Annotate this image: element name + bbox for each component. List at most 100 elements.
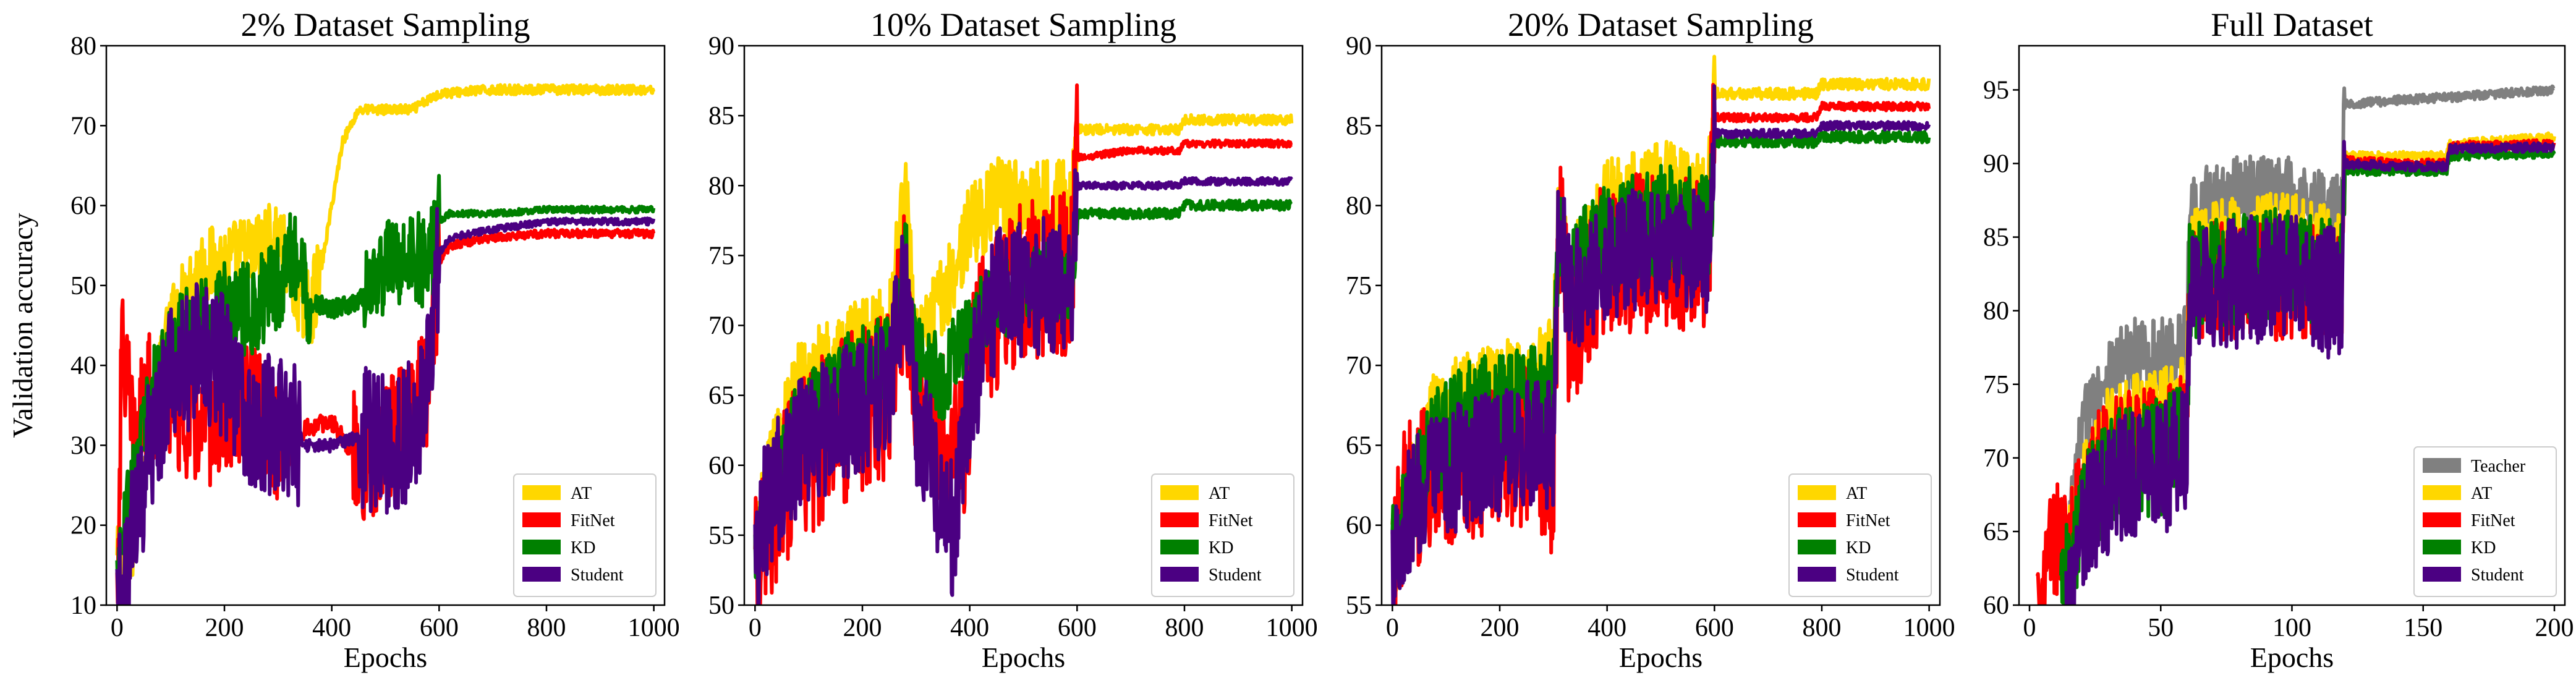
y-tick-label: 65 bbox=[708, 382, 734, 410]
y-tick-label: 50 bbox=[708, 592, 734, 620]
y-tick-label: 85 bbox=[1346, 112, 1372, 140]
legend-swatch-teacher bbox=[2423, 458, 2461, 473]
y-tick-label: 80 bbox=[708, 172, 734, 200]
x-tick-label: 200 bbox=[1481, 614, 1520, 642]
x-tick-label: 200 bbox=[843, 614, 882, 642]
y-tick-label: 55 bbox=[1346, 592, 1372, 620]
chart-title: Full Dataset bbox=[2211, 6, 2373, 43]
y-tick-label: 40 bbox=[70, 352, 96, 380]
legend: AT FitNet KD Student bbox=[1788, 473, 1932, 597]
x-tick-label: 600 bbox=[1695, 614, 1734, 642]
legend-label-at: AT bbox=[1846, 484, 1867, 503]
x-tick-label: 800 bbox=[1802, 614, 1841, 642]
legend-swatch-student bbox=[522, 567, 561, 582]
legend-swatch-at bbox=[1160, 485, 1199, 500]
y-tick-label: 70 bbox=[1346, 352, 1372, 380]
x-tick-label: 1000 bbox=[1903, 614, 1955, 642]
series-line-student bbox=[2064, 140, 2556, 605]
legend: AT FitNet KD Student bbox=[513, 473, 657, 597]
x-tick-label: 200 bbox=[205, 614, 244, 642]
y-tick-label: 30 bbox=[70, 431, 96, 460]
x-tick-label: 600 bbox=[420, 614, 459, 642]
legend-label-student: Student bbox=[1846, 566, 1899, 585]
x-tick-label: 200 bbox=[2535, 614, 2574, 642]
legend-label-fitnet: FitNet bbox=[1209, 511, 1253, 530]
legend-swatch-kd bbox=[522, 540, 561, 554]
legend-label-at: AT bbox=[1209, 484, 1230, 503]
legend: Teacher AT FitNet KD Student bbox=[2413, 446, 2557, 597]
chart-title: 10% Dataset Sampling bbox=[870, 6, 1176, 43]
x-tick-label: 0 bbox=[2023, 614, 2036, 642]
y-tick-label: 80 bbox=[1346, 192, 1372, 221]
y-tick-label: 75 bbox=[708, 242, 734, 270]
y-tick-label: 20 bbox=[70, 512, 96, 540]
chart-panel-2: 0 200 400 600 800 1000 50 55 60 65 70 75 80 85 90 10% D… bbox=[708, 6, 1318, 673]
x-tick-label: 0 bbox=[111, 614, 124, 642]
y-tick-label: 60 bbox=[708, 452, 734, 480]
x-axis-label: Epochs bbox=[344, 642, 427, 673]
x-tick-label: 800 bbox=[1165, 614, 1204, 642]
legend-label-fitnet: FitNet bbox=[1846, 511, 1890, 530]
legend: AT FitNet KD Student bbox=[1151, 473, 1294, 597]
legend-swatch-student bbox=[1798, 567, 1836, 582]
legend-swatch-kd bbox=[2423, 540, 2461, 554]
series-line-fitnet bbox=[753, 83, 1293, 605]
y-tick-label: 80 bbox=[70, 32, 96, 61]
y-tick-label: 55 bbox=[708, 522, 734, 550]
plot-frame bbox=[1380, 45, 1941, 606]
y-tick-label: 65 bbox=[1346, 431, 1372, 460]
legend-label-kd: KD bbox=[571, 538, 595, 558]
x-tick-label: 400 bbox=[312, 614, 351, 642]
series-line-at bbox=[115, 83, 656, 605]
y-tick-label: 70 bbox=[70, 112, 96, 140]
series-group bbox=[753, 83, 1294, 605]
legend-label-teacher: Teacher bbox=[2471, 457, 2526, 476]
legend-label-student: Student bbox=[571, 566, 624, 585]
plot-frame bbox=[105, 45, 666, 606]
y-tick-label: 50 bbox=[70, 272, 96, 300]
chart-title: 2% Dataset Sampling bbox=[241, 6, 530, 43]
x-tick-label: 150 bbox=[2404, 614, 2442, 642]
legend-swatch-student bbox=[1160, 567, 1199, 582]
x-tick-label: 50 bbox=[2148, 614, 2174, 642]
series-group bbox=[1390, 54, 1931, 605]
series-line-student bbox=[1390, 84, 1931, 605]
chart-panel-4: 0 50 100 150 200 60 65 70 75 80 85 90 95 Full Dataset… bbox=[1983, 6, 2574, 673]
legend-swatch-fitnet bbox=[522, 512, 561, 527]
y-tick-label: 90 bbox=[1346, 32, 1372, 61]
chart-title: 20% Dataset Sampling bbox=[1508, 6, 1814, 43]
legend-label-kd: KD bbox=[1846, 538, 1871, 558]
legend-label-at: AT bbox=[571, 484, 592, 503]
legend-label-student: Student bbox=[2471, 566, 2524, 585]
legend-swatch-at bbox=[1798, 485, 1836, 500]
legend-label-student: Student bbox=[1209, 566, 1262, 585]
x-axis-label: Epochs bbox=[2250, 642, 2334, 673]
y-tick-label: 10 bbox=[70, 592, 96, 620]
y-tick-label: 75 bbox=[1983, 371, 2009, 399]
y-tick-label: 65 bbox=[1983, 518, 2009, 546]
legend-swatch-fitnet bbox=[1798, 512, 1836, 527]
legend-swatch-at bbox=[2423, 485, 2461, 500]
chart-panel-1: 0 200 400 600 800 1000 10 20 30 40 50 60 70 80 2% Data… bbox=[7, 6, 680, 673]
series-group bbox=[115, 83, 656, 605]
x-tick-label: 800 bbox=[527, 614, 566, 642]
series-line-student bbox=[753, 168, 1293, 605]
y-tick-label: 70 bbox=[1983, 444, 2009, 473]
y-tick-label: 60 bbox=[70, 192, 96, 221]
x-tick-label: 400 bbox=[950, 614, 989, 642]
x-tick-label: 100 bbox=[2272, 614, 2311, 642]
y-tick-label: 60 bbox=[1346, 512, 1372, 540]
legend-label-fitnet: FitNet bbox=[2471, 511, 2515, 530]
y-tick-label: 95 bbox=[1983, 76, 2009, 104]
legend-swatch-kd bbox=[1798, 540, 1836, 554]
y-tick-label: 75 bbox=[1346, 272, 1372, 300]
x-axis-label: Epochs bbox=[982, 642, 1065, 673]
y-tick-label: 85 bbox=[708, 102, 734, 130]
y-tick-label: 80 bbox=[1983, 297, 2009, 326]
chart-panel-3: 0 200 400 600 800 1000 55 60 65 70 75 80 85 90 20% Dat… bbox=[1346, 6, 1955, 673]
legend-swatch-at bbox=[522, 485, 561, 500]
legend-swatch-fitnet bbox=[2423, 512, 2461, 527]
y-tick-label: 70 bbox=[708, 312, 734, 341]
y-axis-label: Validation accuracy bbox=[7, 213, 38, 438]
series-line-student bbox=[115, 206, 656, 605]
